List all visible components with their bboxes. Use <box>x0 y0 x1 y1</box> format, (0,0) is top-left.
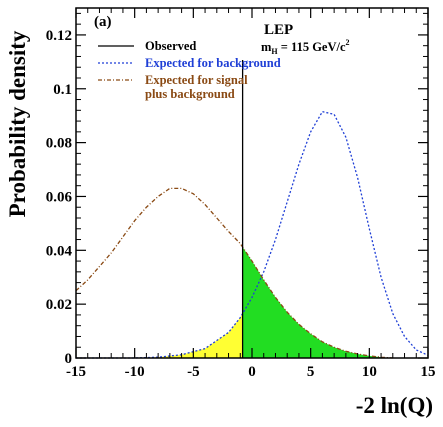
legend-label-signal: Expected for signal plus background <box>145 73 248 101</box>
mass-prefix: m <box>261 40 272 54</box>
y-axis-title: Probability density <box>5 30 30 217</box>
mass-label: mH = 115 GeV/c2 <box>261 38 350 56</box>
x-ticks: -15 -10 -5 0 5 10 15 <box>66 8 436 380</box>
y-tick-label: 0.12 <box>46 28 72 44</box>
y-ticks: 0 0.02 0.04 0.06 0.08 0.1 0.12 <box>46 12 428 367</box>
mass-subscript: H <box>271 47 278 56</box>
curve-layer <box>75 60 429 359</box>
x-tick-label: 15 <box>421 364 436 380</box>
fill-layer <box>76 247 428 358</box>
x-tick-label: -5 <box>187 364 200 380</box>
shaded-region-2 <box>242 247 428 358</box>
panel-label: (a) <box>94 14 112 30</box>
mass-superscript: 2 <box>346 38 350 47</box>
x-tick-label: -10 <box>125 364 145 380</box>
y-tick-label: 0.04 <box>46 243 73 259</box>
legend-label-signal-line: plus background <box>145 87 235 101</box>
legend: Observed Expected for background Expecte… <box>98 39 281 101</box>
y-tick-label: 0.02 <box>46 297 72 313</box>
x-axis-title: -2 ln(Q) <box>356 393 433 418</box>
y-tick-label: 0 <box>65 351 73 367</box>
legend-label-observed: Observed <box>145 39 196 53</box>
shaded-region-1 <box>76 313 243 358</box>
legend-label-background: Expected for background <box>145 56 281 70</box>
x-tick-label: 5 <box>307 364 315 380</box>
x-tick-label: 10 <box>362 364 377 380</box>
signal-background-curve <box>75 187 393 359</box>
y-tick-label: 0.06 <box>46 189 73 205</box>
x-tick-label: 0 <box>248 364 256 380</box>
mass-middle: = 115 GeV/c <box>278 40 346 54</box>
y-tick-label: 0.1 <box>53 82 72 98</box>
y-tick-label: 0.08 <box>46 136 72 152</box>
legend-label-signal-line: Expected for signal <box>145 73 248 87</box>
experiment-label: LEP <box>264 22 293 38</box>
background-curve <box>76 110 429 359</box>
x-tick-label: -15 <box>66 364 86 380</box>
